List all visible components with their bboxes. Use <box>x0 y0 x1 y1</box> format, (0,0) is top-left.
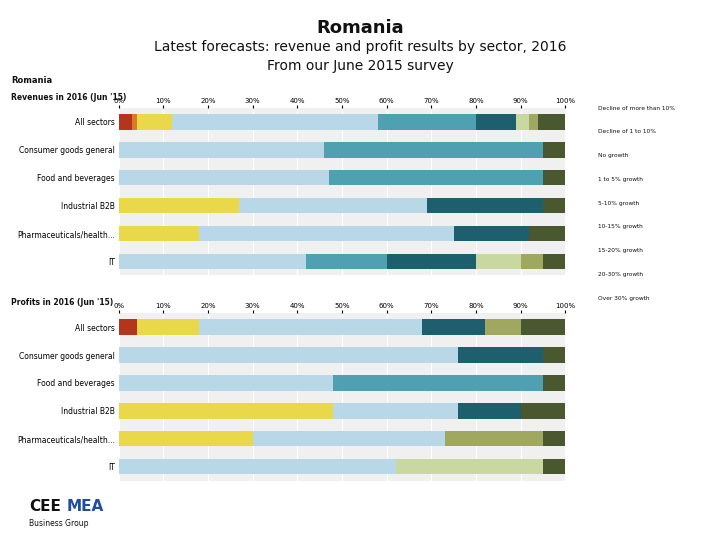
Bar <box>476 114 516 130</box>
Bar <box>521 403 565 418</box>
Text: 15-20% growth: 15-20% growth <box>598 248 642 253</box>
Text: 5-10% growth: 5-10% growth <box>598 200 639 206</box>
Text: Over 30% growth: Over 30% growth <box>598 295 649 301</box>
Bar <box>119 114 132 130</box>
Bar <box>458 347 543 363</box>
Text: Decline of 1 to 10%: Decline of 1 to 10% <box>598 129 656 134</box>
Text: Latest forecasts: revenue and profit results by sector, 2016: Latest forecasts: revenue and profit res… <box>154 40 566 55</box>
Bar <box>539 114 565 130</box>
Bar <box>199 320 423 335</box>
Bar <box>543 375 565 390</box>
Text: 1 to 5% growth: 1 to 5% growth <box>598 177 642 182</box>
Text: Romania: Romania <box>316 19 404 37</box>
Bar <box>543 142 565 158</box>
Bar <box>119 170 328 185</box>
Bar <box>137 114 172 130</box>
Bar <box>172 114 378 130</box>
Text: No growth: No growth <box>598 153 628 158</box>
Bar <box>199 226 454 241</box>
Bar <box>132 114 137 130</box>
Bar <box>239 198 427 213</box>
Text: Romania: Romania <box>11 76 52 85</box>
Bar <box>543 198 565 213</box>
Bar <box>119 403 333 418</box>
Text: From our June 2015 survey: From our June 2015 survey <box>266 59 454 73</box>
Bar <box>137 320 199 335</box>
Bar <box>333 375 543 390</box>
Bar <box>529 226 565 241</box>
Text: Decline of more than 10%: Decline of more than 10% <box>598 105 675 111</box>
Text: MEA: MEA <box>67 499 104 514</box>
Bar <box>119 459 395 474</box>
Text: 20-30% growth: 20-30% growth <box>598 272 643 277</box>
Bar <box>543 431 565 447</box>
Bar <box>119 198 239 213</box>
Bar <box>119 375 333 390</box>
Bar <box>445 431 543 447</box>
Text: Business Group: Business Group <box>29 519 89 528</box>
Bar <box>485 320 521 335</box>
Bar <box>543 170 565 185</box>
Bar <box>458 403 521 418</box>
Bar <box>521 254 543 269</box>
Bar <box>387 254 476 269</box>
Bar <box>378 114 476 130</box>
Bar <box>516 114 529 130</box>
Bar <box>454 226 529 241</box>
Bar <box>119 142 324 158</box>
Text: 10-15% growth: 10-15% growth <box>598 224 642 230</box>
Bar <box>427 198 543 213</box>
Bar <box>253 431 445 447</box>
Text: CEE: CEE <box>29 499 60 514</box>
Bar <box>119 431 253 447</box>
Bar <box>543 459 565 474</box>
Bar <box>306 254 387 269</box>
Bar <box>119 254 306 269</box>
Text: Profits in 2016 (Jun '15): Profits in 2016 (Jun '15) <box>11 298 113 307</box>
Bar <box>328 170 543 185</box>
Bar <box>119 347 458 363</box>
Bar <box>423 320 485 335</box>
Bar <box>119 226 199 241</box>
Text: Revenues in 2016 (Jun '15): Revenues in 2016 (Jun '15) <box>11 92 126 102</box>
Bar <box>324 142 543 158</box>
Bar <box>476 254 521 269</box>
Bar <box>543 347 565 363</box>
Bar <box>543 254 565 269</box>
Bar <box>521 320 565 335</box>
Bar <box>529 114 539 130</box>
Bar <box>395 459 543 474</box>
Bar <box>119 320 137 335</box>
Bar <box>333 403 458 418</box>
